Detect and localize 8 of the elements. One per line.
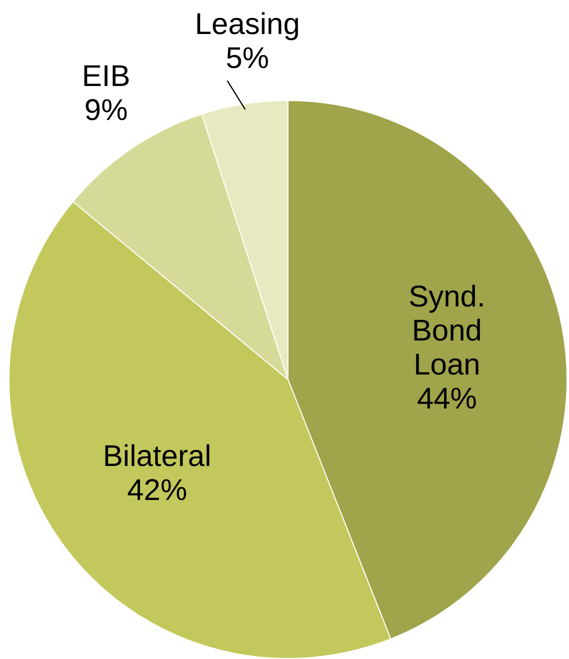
data-label: 42% bbox=[127, 474, 188, 507]
slice-label: Bilateral bbox=[102, 440, 212, 473]
data-label: 5% bbox=[226, 42, 270, 76]
data-label: 9% bbox=[84, 94, 128, 128]
slice-label: Leasing bbox=[194, 8, 300, 42]
slice-label: EIB bbox=[82, 60, 130, 94]
data-label: 44% bbox=[416, 382, 477, 416]
slice-label: Synd. Bond Loan bbox=[408, 280, 486, 382]
